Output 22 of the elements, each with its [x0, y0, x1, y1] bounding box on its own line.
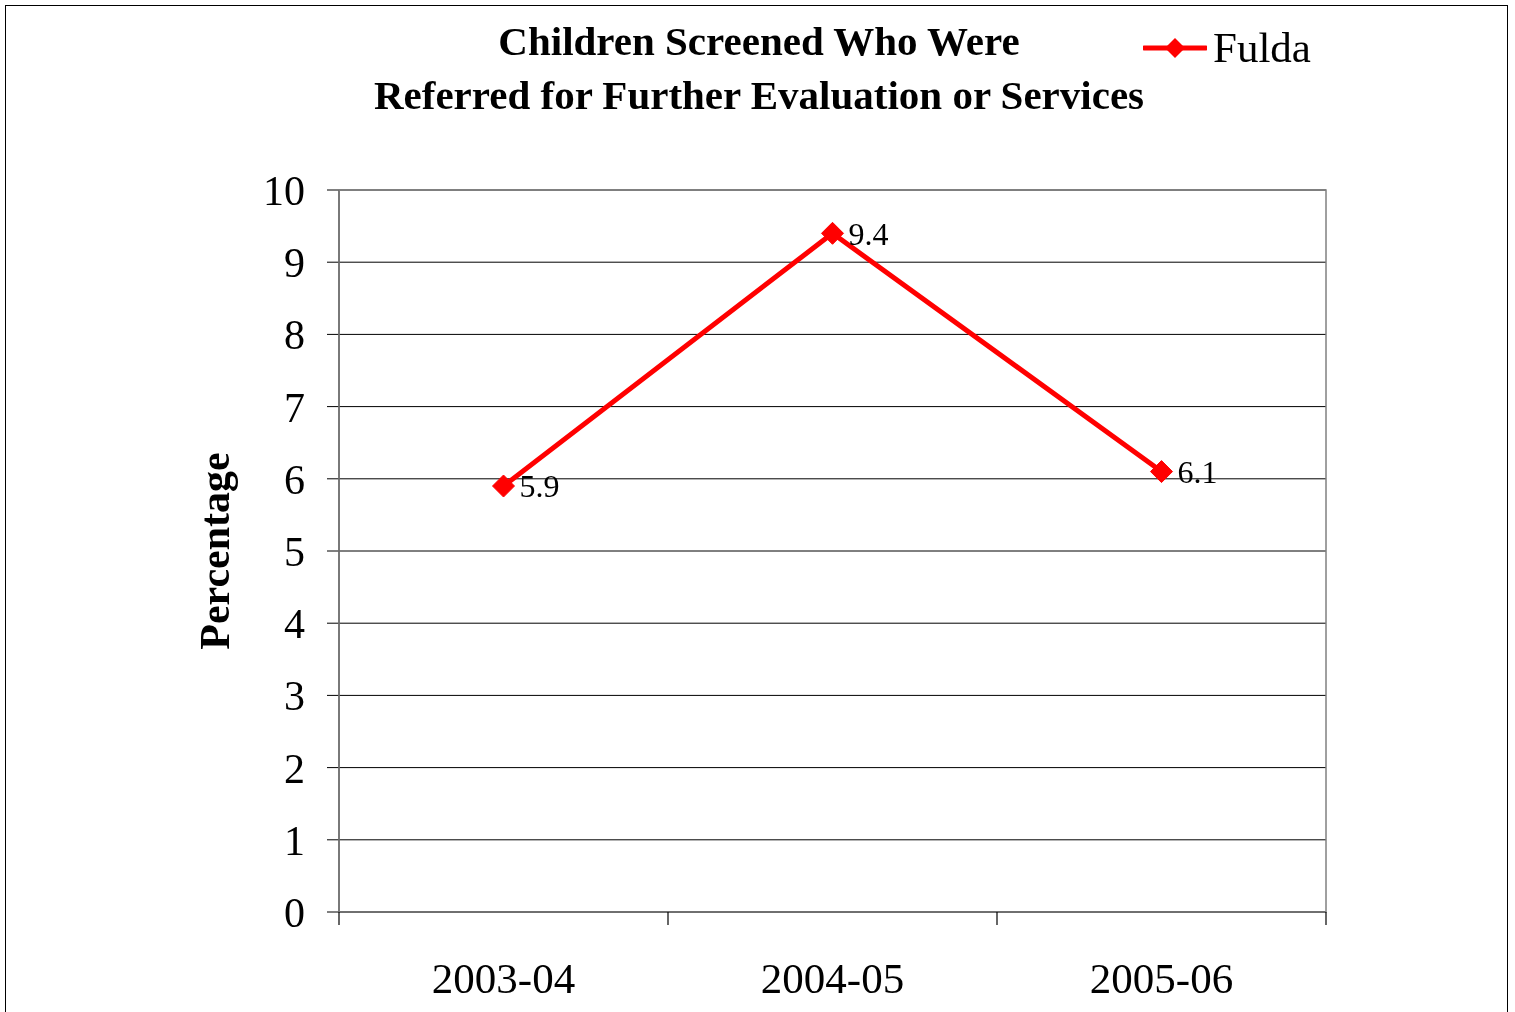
- y-tick-label: 0: [284, 889, 305, 936]
- y-tick-label: 8: [284, 312, 305, 359]
- legend-label: Fulda: [1213, 24, 1311, 72]
- point: [1150, 460, 1173, 484]
- y-tick-label: 10: [263, 167, 305, 214]
- y-tick-label: 4: [284, 601, 305, 648]
- data-label: 9.4: [848, 215, 889, 252]
- y-tick-label: 1: [284, 817, 305, 864]
- y-tick-label: 2: [284, 745, 305, 792]
- x-tick-label: 2005-06: [1089, 954, 1234, 1002]
- y-tick-label: 5: [284, 528, 305, 575]
- y-axis-title: Percentage: [192, 452, 238, 650]
- y-tick-label: 9: [284, 240, 305, 287]
- y-tick-label: 3: [284, 673, 305, 720]
- chart-title: Children Screened Who Were Referred for Further Evaluation or Services: [373, 18, 1145, 118]
- x-tick-label: 2003-04: [431, 954, 576, 1002]
- x-tick-label: 2004-05: [760, 954, 905, 1002]
- y-tick-label: 7: [284, 384, 305, 431]
- data-label: 5.9: [519, 468, 560, 505]
- point: [821, 221, 844, 245]
- y-tick-label: 6: [284, 456, 305, 503]
- point: [492, 474, 515, 498]
